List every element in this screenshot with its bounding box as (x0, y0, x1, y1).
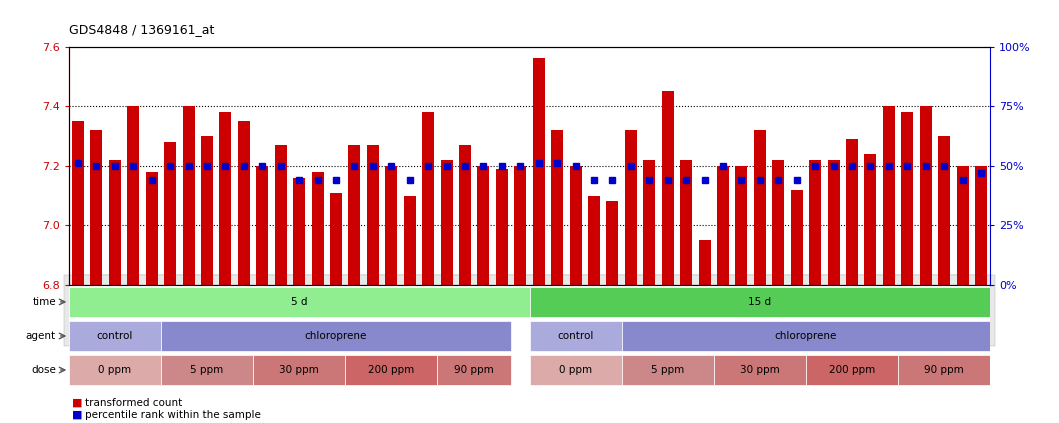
Text: chloroprene: chloroprene (775, 331, 837, 341)
Bar (311, 172, 324, 285)
Bar (643, 160, 656, 285)
Bar (901, 112, 913, 285)
Bar (588, 195, 600, 285)
Bar (385, 166, 397, 285)
Bar (69, 321, 161, 351)
Text: 5 ppm: 5 ppm (651, 365, 684, 375)
Bar (864, 154, 877, 285)
Bar (238, 121, 250, 285)
Bar (533, 58, 544, 285)
Bar (699, 240, 711, 285)
Bar (662, 91, 674, 285)
Bar (459, 145, 471, 285)
Bar (348, 145, 360, 285)
Text: dose: dose (31, 365, 56, 375)
Text: chloroprene: chloroprene (305, 331, 367, 341)
Bar (530, 287, 990, 317)
Bar (809, 160, 821, 285)
Bar (366, 145, 379, 285)
Text: agent: agent (25, 331, 56, 341)
Bar (551, 130, 563, 285)
Bar (201, 136, 213, 285)
Bar (274, 145, 287, 285)
Bar (72, 121, 84, 285)
Bar (622, 321, 990, 351)
Text: 90 ppm: 90 ppm (454, 365, 495, 375)
Text: ■: ■ (72, 398, 83, 408)
Text: 200 ppm: 200 ppm (369, 365, 414, 375)
Text: 90 ppm: 90 ppm (925, 365, 964, 375)
Bar (530, 355, 622, 385)
Text: 0 ppm: 0 ppm (559, 365, 592, 375)
Bar (161, 355, 253, 385)
Bar (330, 192, 342, 285)
Bar (437, 355, 511, 385)
Bar (846, 139, 858, 285)
Bar (293, 178, 305, 285)
Bar (883, 106, 895, 285)
Bar (622, 355, 714, 385)
Bar (754, 130, 766, 285)
Text: 30 ppm: 30 ppm (740, 365, 779, 375)
Bar (496, 169, 508, 285)
Text: control: control (96, 331, 133, 341)
Bar (772, 160, 785, 285)
Bar (791, 190, 803, 285)
Text: 5 ppm: 5 ppm (191, 365, 223, 375)
Bar (515, 166, 526, 285)
Text: GDS4848 / 1369161_at: GDS4848 / 1369161_at (69, 23, 214, 36)
Text: time: time (33, 297, 56, 307)
Bar (182, 106, 195, 285)
Text: transformed count: transformed count (85, 398, 182, 408)
Bar (938, 136, 950, 285)
Bar (146, 172, 158, 285)
Text: 200 ppm: 200 ppm (829, 365, 875, 375)
Bar (109, 160, 121, 285)
Bar (403, 195, 416, 285)
Text: 0 ppm: 0 ppm (98, 365, 131, 375)
Bar (478, 166, 489, 285)
Bar (680, 160, 693, 285)
Bar (219, 112, 232, 285)
Text: ■: ■ (72, 409, 83, 420)
Bar (806, 355, 898, 385)
Bar (919, 106, 932, 285)
Bar (69, 287, 530, 317)
Bar (570, 166, 581, 285)
Text: 15 d: 15 d (749, 297, 771, 307)
Bar (90, 130, 103, 285)
Bar (827, 160, 840, 285)
Bar (956, 166, 969, 285)
Bar (530, 321, 622, 351)
Text: 30 ppm: 30 ppm (280, 365, 319, 375)
Bar (345, 355, 437, 385)
Bar (898, 355, 990, 385)
Bar (441, 160, 452, 285)
Bar (714, 355, 806, 385)
Bar (69, 355, 161, 385)
Bar (607, 201, 618, 285)
Bar (164, 142, 176, 285)
Bar (717, 166, 729, 285)
Text: 5 d: 5 d (291, 297, 307, 307)
Bar (423, 112, 434, 285)
Bar (161, 321, 511, 351)
Bar (127, 106, 140, 285)
Bar (256, 166, 268, 285)
Bar (735, 166, 748, 285)
Bar (253, 355, 345, 385)
Text: control: control (557, 331, 594, 341)
Bar (625, 130, 636, 285)
Bar (975, 166, 987, 285)
Text: percentile rank within the sample: percentile rank within the sample (85, 409, 261, 420)
